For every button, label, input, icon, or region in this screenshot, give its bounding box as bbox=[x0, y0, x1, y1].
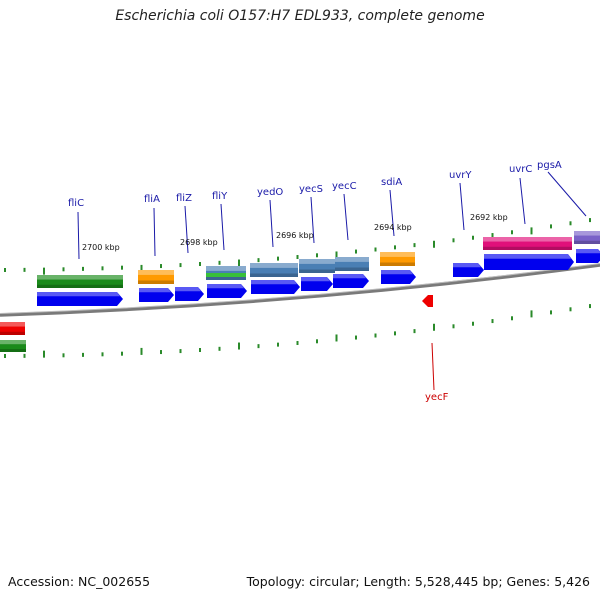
feature-yecc[interactable] bbox=[335, 257, 369, 271]
label-line-fliz bbox=[184, 205, 189, 254]
feature-pgsa[interactable] bbox=[574, 231, 600, 244]
kbp-label-2692: 2692 kbp bbox=[470, 213, 508, 222]
map-title: Escherichia coli O157:H7 EDL933, complet… bbox=[115, 8, 485, 24]
kbp-label-2694: 2694 kbp bbox=[374, 223, 412, 232]
label-line-flia bbox=[153, 207, 156, 257]
gene-label-flia[interactable]: fliA bbox=[144, 194, 160, 205]
gene-label-yecc[interactable]: yecC bbox=[332, 181, 357, 192]
feature-fliz-cds[interactable] bbox=[175, 287, 204, 301]
gene-label-yedo[interactable]: yedO bbox=[257, 187, 283, 198]
gene-label-pgsa[interactable]: pgsA bbox=[537, 160, 562, 171]
inner-tick-marks bbox=[4, 304, 591, 358]
genome-backbone bbox=[0, 263, 600, 317]
label-line-fliy bbox=[220, 203, 225, 251]
label-line-yecc bbox=[343, 193, 349, 241]
label-line-pgsa bbox=[547, 171, 587, 217]
label-line-yedo bbox=[269, 199, 274, 248]
kbp-label-2696: 2696 kbp bbox=[276, 231, 314, 240]
gene-label-uvry[interactable]: uvrY bbox=[449, 170, 472, 181]
genome-stats-text: Topology: circular; Length: 5,528,445 bp… bbox=[246, 574, 590, 589]
label-line-yecf bbox=[431, 342, 435, 391]
feature-sdia-cds[interactable] bbox=[381, 270, 416, 284]
label-line-uvrc bbox=[519, 177, 526, 225]
feature-reverse-green-left[interactable] bbox=[0, 340, 26, 352]
label-lines bbox=[77, 171, 587, 391]
feature-yecs-cds[interactable] bbox=[301, 277, 333, 291]
feature-flia-cds[interactable] bbox=[139, 288, 174, 302]
gene-label-fliz[interactable]: fliZ bbox=[176, 193, 192, 204]
feature-yedo-cds[interactable] bbox=[251, 280, 300, 294]
kbp-label-2700: 2700 kbp bbox=[82, 243, 120, 252]
gene-label-yecf[interactable]: yecF bbox=[425, 392, 449, 403]
feature-uvrc-cds[interactable] bbox=[484, 254, 574, 270]
label-line-uvry bbox=[459, 182, 465, 231]
gene-label-sdia[interactable]: sdiA bbox=[381, 177, 402, 188]
feature-uvry-cds[interactable] bbox=[453, 263, 484, 277]
feature-flic[interactable] bbox=[37, 275, 123, 288]
feature-uvrc[interactable] bbox=[483, 237, 572, 250]
label-line-flic bbox=[77, 211, 80, 260]
gene-label-flic[interactable]: fliC bbox=[68, 198, 84, 209]
feature-yecc-cds[interactable] bbox=[333, 274, 369, 288]
gene-label-yecs[interactable]: yecS bbox=[299, 184, 323, 195]
feature-flic-cds[interactable] bbox=[37, 292, 123, 306]
feature-yecs[interactable] bbox=[299, 259, 335, 273]
feature-layer bbox=[0, 231, 600, 352]
feature-flia[interactable] bbox=[138, 270, 174, 284]
outer-tick-marks bbox=[4, 218, 591, 275]
gene-label-fliy[interactable]: fliY bbox=[212, 191, 228, 202]
accession-text: Accession: NC_002655 bbox=[8, 574, 151, 589]
feature-sdia[interactable] bbox=[380, 252, 415, 266]
gene-label-uvrc[interactable]: uvrC bbox=[509, 164, 532, 175]
label-line-sdia bbox=[389, 189, 395, 237]
label-line-yecs bbox=[310, 196, 315, 244]
feature-yedo[interactable] bbox=[250, 263, 298, 277]
feature-pgsa-cds[interactable] bbox=[576, 249, 600, 263]
feature-fliy-cds[interactable] bbox=[207, 284, 247, 298]
genome-backbone-highlight bbox=[0, 263, 600, 314]
kbp-label-2698: 2698 kbp bbox=[180, 238, 218, 247]
feature-yecf[interactable] bbox=[422, 295, 433, 307]
feature-reverse-red-left[interactable] bbox=[0, 322, 25, 335]
